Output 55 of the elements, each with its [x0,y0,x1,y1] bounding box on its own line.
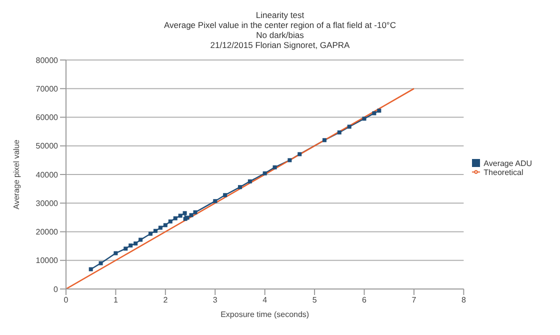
point [88,267,93,272]
x-tick-label: 5 [312,296,318,305]
x-tick-label: 8 [461,296,466,305]
point [288,158,292,162]
x-tick-label: 1 [113,296,118,305]
x-tick-label: 6 [362,296,368,305]
y-tick-label: 0 [54,284,59,294]
point [322,138,326,142]
point [189,213,194,218]
y-axis-title: Average pixel value [12,139,21,210]
point [298,152,302,156]
y-tick-label: 40000 [36,170,59,180]
point [213,199,218,204]
point [362,116,366,121]
x-tick-label: 7 [412,296,417,305]
point [248,179,252,184]
point [168,219,172,224]
y-tick-label: 80000 [36,56,59,65]
point [134,241,138,246]
y-tick-label: 70000 [36,84,59,94]
point [262,171,267,176]
point [238,185,242,190]
point [272,165,277,170]
point [138,238,143,242]
x-tick-label: 2 [163,296,168,305]
point [347,124,352,129]
y-tick-label: 10000 [36,256,59,266]
point [173,216,178,220]
point [114,251,118,256]
point [153,228,158,233]
y-tick-label: 30000 [36,198,59,208]
x-tick-label: 0 [64,296,69,305]
point [377,108,382,113]
point [148,232,153,236]
point [178,214,182,218]
x-tick-label: 3 [212,296,218,305]
chart-title: Linearity test [254,10,306,20]
legend-label: Theoretical [484,168,524,176]
point [193,210,198,214]
point [163,223,168,228]
point [182,211,187,216]
point [223,193,228,198]
point [128,243,133,248]
chart-subtitle: Average Pixel value in the center region of a flat field at -10°C No dark/bias 21/12/2015 Florian Signoret, GAPRA [163,20,397,50]
point [337,130,342,134]
point [372,111,376,116]
point [98,261,103,266]
x-tick-label: 4 [262,296,268,305]
point [158,226,162,230]
point [124,246,128,251]
legend-label: Average ADU [484,158,532,168]
y-tick-label: 60000 [36,113,59,122]
y-tick-label: 50000 [36,142,59,151]
x-axis-title: Exposure time (seconds) [220,310,310,319]
y-tick-label: 20000 [36,228,59,237]
